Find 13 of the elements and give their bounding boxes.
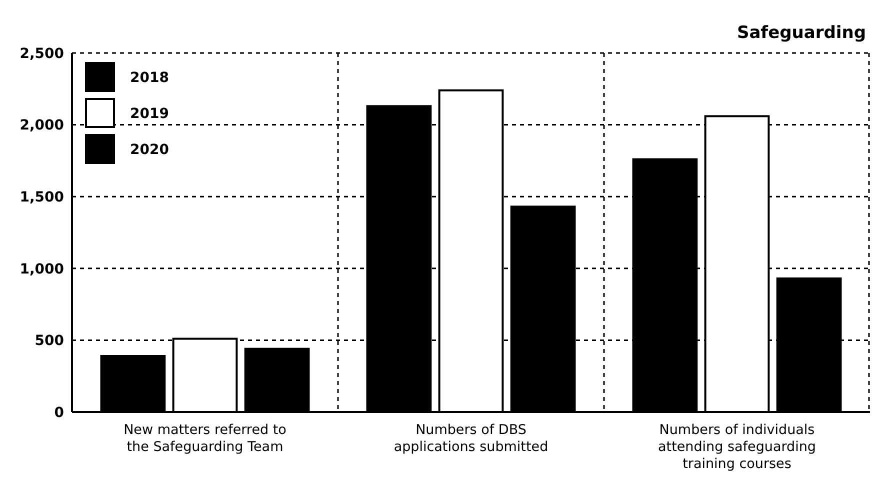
y-tick-label: 2,500 <box>20 46 64 62</box>
legend-label: 2018 <box>130 70 169 86</box>
legend-label: 2020 <box>130 142 170 158</box>
x-tick-label: New matters referred to the Safeguarding Team <box>124 422 286 455</box>
y-tick-label: 500 <box>34 333 64 350</box>
y-tick-label: 1,000 <box>20 261 64 278</box>
y-tick-label: 2,000 <box>20 118 64 134</box>
x-tick-label: Numbers of individuals attending safeguarding training courses <box>658 422 816 472</box>
y-tick-label: 1,500 <box>20 190 64 206</box>
chart-title: Safeguarding <box>736 23 866 43</box>
legend-label: 2019 <box>130 106 169 122</box>
y-tick-label: 0 <box>54 404 64 421</box>
x-tick-label: Numbers of DBS applications submitted <box>394 422 548 455</box>
